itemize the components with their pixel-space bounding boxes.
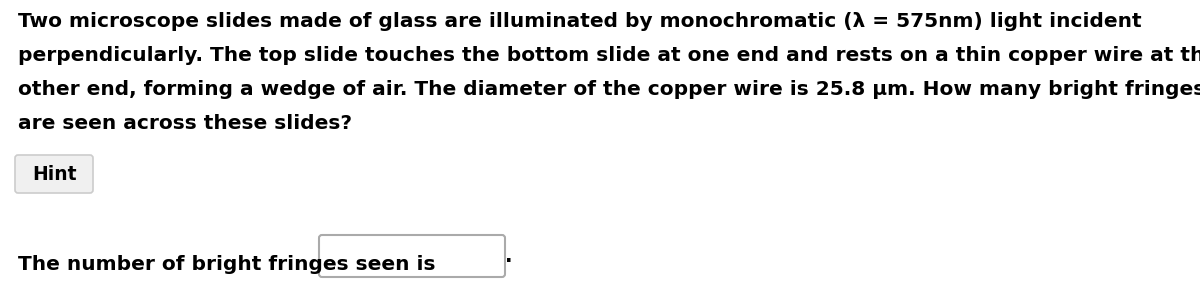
Text: Two microscope slides made of glass are illuminated by monochromatic (λ = 575nm): Two microscope slides made of glass are … bbox=[18, 12, 1141, 31]
Text: .: . bbox=[505, 247, 512, 265]
FancyBboxPatch shape bbox=[319, 235, 505, 277]
Text: perpendicularly. The top slide touches the bottom slide at one end and rests on : perpendicularly. The top slide touches t… bbox=[18, 46, 1200, 65]
FancyBboxPatch shape bbox=[14, 155, 94, 193]
Text: other end, forming a wedge of air. The diameter of the copper wire is 25.8 μm. H: other end, forming a wedge of air. The d… bbox=[18, 80, 1200, 99]
Text: The number of bright fringes seen is: The number of bright fringes seen is bbox=[18, 255, 436, 274]
Text: are seen across these slides?: are seen across these slides? bbox=[18, 114, 352, 133]
Text: Hint: Hint bbox=[31, 165, 77, 184]
